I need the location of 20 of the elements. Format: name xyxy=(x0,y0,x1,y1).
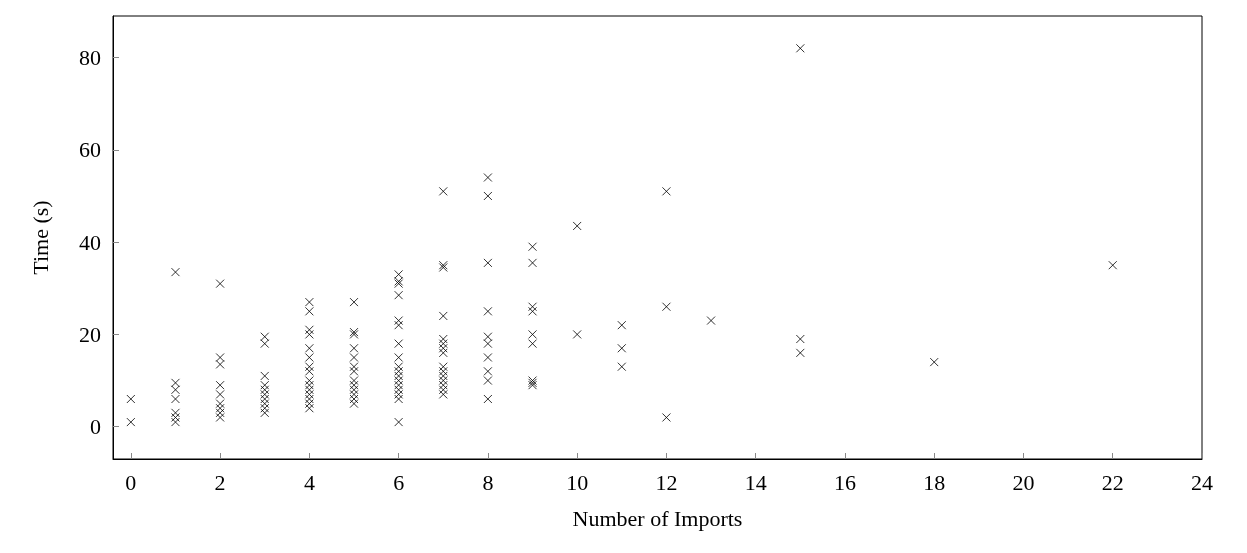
x-tick-label: 10 xyxy=(566,469,589,495)
y-tick-label: 20 xyxy=(79,321,101,347)
x-tick-label: 2 xyxy=(214,469,226,495)
x-tick-label: 24 xyxy=(1191,469,1213,495)
x-tick-label: 6 xyxy=(393,469,405,495)
x-tick-label: 0 xyxy=(125,469,137,495)
x-tick-label: 14 xyxy=(744,469,767,495)
x-tick-label: 4 xyxy=(303,469,315,495)
x-tick-label: 8 xyxy=(482,469,494,495)
x-tick-label: 18 xyxy=(923,469,946,495)
x-tick-label: 16 xyxy=(833,469,856,495)
y-tick-label: 60 xyxy=(79,137,101,163)
x-axis-title: Number of Imports xyxy=(572,505,743,531)
x-tick-label: 12 xyxy=(655,469,678,495)
y-axis-title: Time (s) xyxy=(27,200,53,275)
y-tick-label: 0 xyxy=(90,414,101,440)
y-tick-label: 40 xyxy=(79,229,101,255)
x-tick-label: 22 xyxy=(1101,469,1124,495)
x-tick-label: 20 xyxy=(1012,469,1035,495)
y-tick-label: 80 xyxy=(79,45,101,71)
